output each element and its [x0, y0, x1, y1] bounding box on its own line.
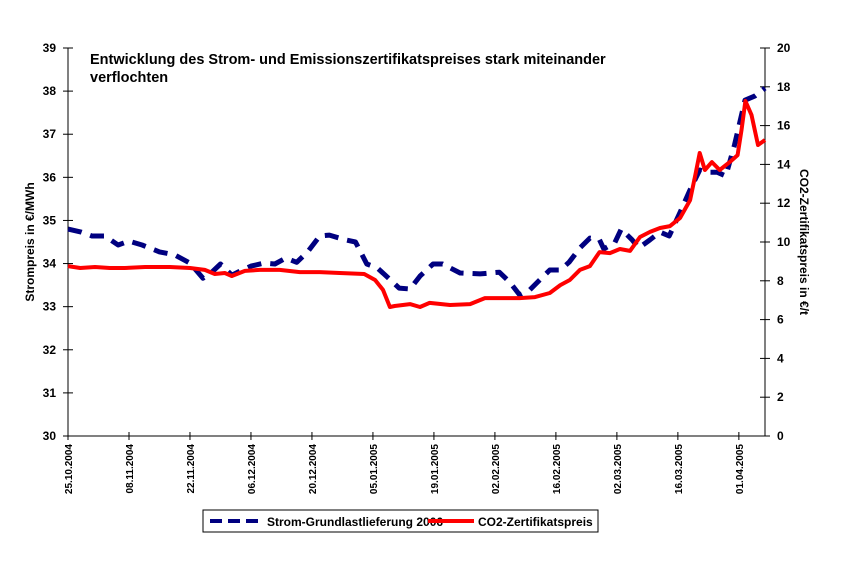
legend-label-strom: Strom-Grundlastlieferung 2006	[267, 515, 443, 529]
x-tick-label: 22.11.2004	[186, 444, 197, 494]
y2-tick-label: 6	[777, 313, 784, 327]
x-tick-label: 20.12.2004	[308, 444, 319, 494]
y-tick-label: 34	[43, 257, 57, 271]
y-tick-label: 37	[43, 127, 57, 141]
x-tick-label: 08.11.2004	[125, 444, 136, 494]
x-tick-label: 01.04.2005	[735, 444, 746, 494]
x-tick-label: 05.01.2005	[369, 444, 380, 494]
x-tick-label: 25.10.2004	[64, 444, 75, 494]
y-tick-label: 31	[43, 386, 57, 400]
y2-tick-label: 18	[777, 80, 791, 94]
y-axis-label: Strompreis in €/MWh	[23, 182, 37, 301]
x-tick-label: 16.02.2005	[552, 444, 563, 494]
y-tick-label: 33	[43, 300, 57, 314]
series-line-co2	[67, 99, 767, 309]
chart-title-line-2: verflochten	[90, 70, 168, 86]
y-tick-label: 32	[43, 343, 57, 357]
legend: Strom-Grundlastlieferung 2006 CO2-Zertif…	[202, 509, 599, 533]
y2-tick-label: 12	[777, 196, 791, 210]
chart-title: Entwicklung des Strom- und Emissionszert…	[90, 52, 606, 86]
y2-tick-label: 0	[777, 429, 784, 443]
y2-tick-label: 14	[777, 157, 791, 171]
y-tick-label: 35	[43, 213, 57, 227]
x-tick-label: 02.02.2005	[491, 444, 502, 494]
y2-tick-label: 8	[777, 274, 784, 288]
y2-tick-label: 10	[777, 235, 791, 249]
series-line-strom	[67, 86, 767, 298]
x-tick-label: 02.03.2005	[613, 444, 624, 494]
y2-tick-label: 20	[777, 41, 791, 55]
legend-label-co2: CO2-Zertifikatspreis	[478, 515, 593, 529]
x-tick-label: 16.03.2005	[674, 444, 685, 494]
chart-title-line-1: Entwicklung des Strom- und Emissionszert…	[90, 52, 606, 68]
y-tick-label: 38	[43, 84, 57, 98]
y2-tick-label: 4	[777, 351, 784, 365]
y-tick-label: 30	[43, 429, 57, 443]
y2-tick-label: 2	[777, 390, 784, 404]
y2-tick-label: 16	[777, 119, 791, 133]
y-tick-label: 36	[43, 170, 57, 184]
y-tick-label: 39	[43, 41, 57, 55]
y2-axis-label: CO2-Zertifikatspreis in €/t	[797, 169, 811, 315]
x-tick-label: 19.01.2005	[430, 444, 441, 494]
x-tick-label: 06.12.2004	[247, 444, 258, 494]
